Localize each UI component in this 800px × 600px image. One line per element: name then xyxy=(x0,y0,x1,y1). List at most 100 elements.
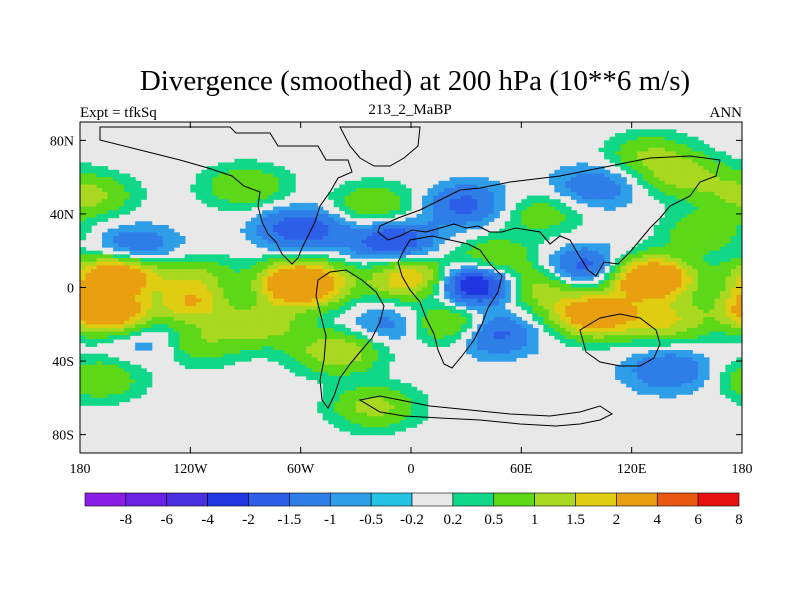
field-cell xyxy=(388,298,396,303)
field-cell xyxy=(521,305,528,311)
field-cell xyxy=(582,283,589,289)
field-cell xyxy=(714,258,721,263)
field-cell xyxy=(416,221,423,226)
field-cell xyxy=(692,331,699,336)
field-cell xyxy=(289,269,296,274)
field-cell xyxy=(411,236,418,241)
field-cell xyxy=(565,221,572,226)
field-cell xyxy=(306,228,313,233)
field-cell xyxy=(648,261,655,267)
field-cell xyxy=(482,353,489,358)
field-cell xyxy=(570,294,578,300)
field-cell xyxy=(217,342,225,347)
field-cell xyxy=(422,335,429,340)
field-cell xyxy=(554,298,561,303)
field-cell xyxy=(692,254,699,259)
field-cell xyxy=(107,180,114,186)
field-cell xyxy=(537,309,544,314)
field-cell xyxy=(217,320,225,325)
field-cell xyxy=(488,210,495,215)
field-cell xyxy=(703,191,710,197)
field-cell xyxy=(488,291,495,296)
field-cell xyxy=(168,272,175,278)
field-cell xyxy=(383,316,390,322)
field-cell xyxy=(515,291,522,296)
field-cell xyxy=(372,316,379,322)
field-cell xyxy=(510,269,517,274)
field-cell xyxy=(91,213,98,219)
field-cell xyxy=(460,280,467,285)
field-cell xyxy=(736,269,742,274)
field-cell xyxy=(366,324,373,329)
field-cell xyxy=(681,151,688,156)
field-cell xyxy=(344,210,351,215)
field-cell xyxy=(708,324,716,329)
field-cell xyxy=(664,316,671,322)
field-cell xyxy=(637,140,644,145)
field-cell xyxy=(366,298,373,303)
field-cell xyxy=(383,232,390,237)
field-cell xyxy=(681,283,688,289)
field-cell xyxy=(394,202,401,208)
field-cell xyxy=(477,210,484,215)
field-cell xyxy=(416,331,423,336)
field-cell xyxy=(80,213,87,219)
field-cell xyxy=(306,210,313,215)
field-cell xyxy=(168,316,175,322)
field-cell xyxy=(311,353,318,358)
field-cell xyxy=(416,243,423,248)
field-cell xyxy=(615,302,622,307)
field-cell xyxy=(107,228,114,233)
field-cell xyxy=(521,291,528,296)
field-cell xyxy=(295,283,302,289)
field-cell xyxy=(631,254,638,259)
field-cell xyxy=(267,305,274,311)
field-cell xyxy=(355,188,362,193)
field-cell xyxy=(730,236,738,241)
field-cell xyxy=(333,224,340,230)
field-cell xyxy=(377,313,385,318)
field-cell xyxy=(273,338,280,344)
field-cell xyxy=(653,162,660,167)
field-cell xyxy=(526,302,533,307)
field-cell xyxy=(289,228,296,233)
field-cell xyxy=(256,162,263,167)
field-cell xyxy=(477,283,484,289)
field-cell xyxy=(604,305,611,311)
field-cell xyxy=(411,283,418,289)
field-cell xyxy=(444,210,451,215)
field-cell xyxy=(570,335,578,340)
field-cell xyxy=(565,294,572,300)
field-cell xyxy=(598,243,605,248)
field-cell xyxy=(736,335,742,340)
field-cell xyxy=(471,180,478,186)
field-cell xyxy=(637,272,644,278)
field-cell xyxy=(317,346,324,351)
field-cell xyxy=(85,173,92,178)
field-cell xyxy=(692,162,699,167)
field-cell xyxy=(239,331,247,336)
field-cell xyxy=(295,287,302,292)
field-cell xyxy=(168,239,175,244)
field-cell xyxy=(504,254,511,259)
field-cell xyxy=(388,309,396,314)
field-cell xyxy=(217,313,225,318)
field-cell xyxy=(201,265,208,270)
field-cell xyxy=(140,243,147,248)
field-cell xyxy=(422,258,429,263)
field-cell xyxy=(129,320,136,325)
field-cell xyxy=(239,177,247,182)
field-cell xyxy=(383,309,390,314)
field-cell xyxy=(576,243,583,248)
field-cell xyxy=(201,191,208,197)
field-cell xyxy=(256,283,263,289)
field-cell xyxy=(554,331,561,336)
field-cell xyxy=(223,313,230,318)
field-cell xyxy=(184,342,191,347)
field-cell xyxy=(422,239,429,244)
field-cell xyxy=(488,269,495,274)
field-cell xyxy=(113,239,120,244)
field-cell xyxy=(692,166,699,171)
field-cell xyxy=(526,280,533,285)
field-cell xyxy=(637,155,644,160)
